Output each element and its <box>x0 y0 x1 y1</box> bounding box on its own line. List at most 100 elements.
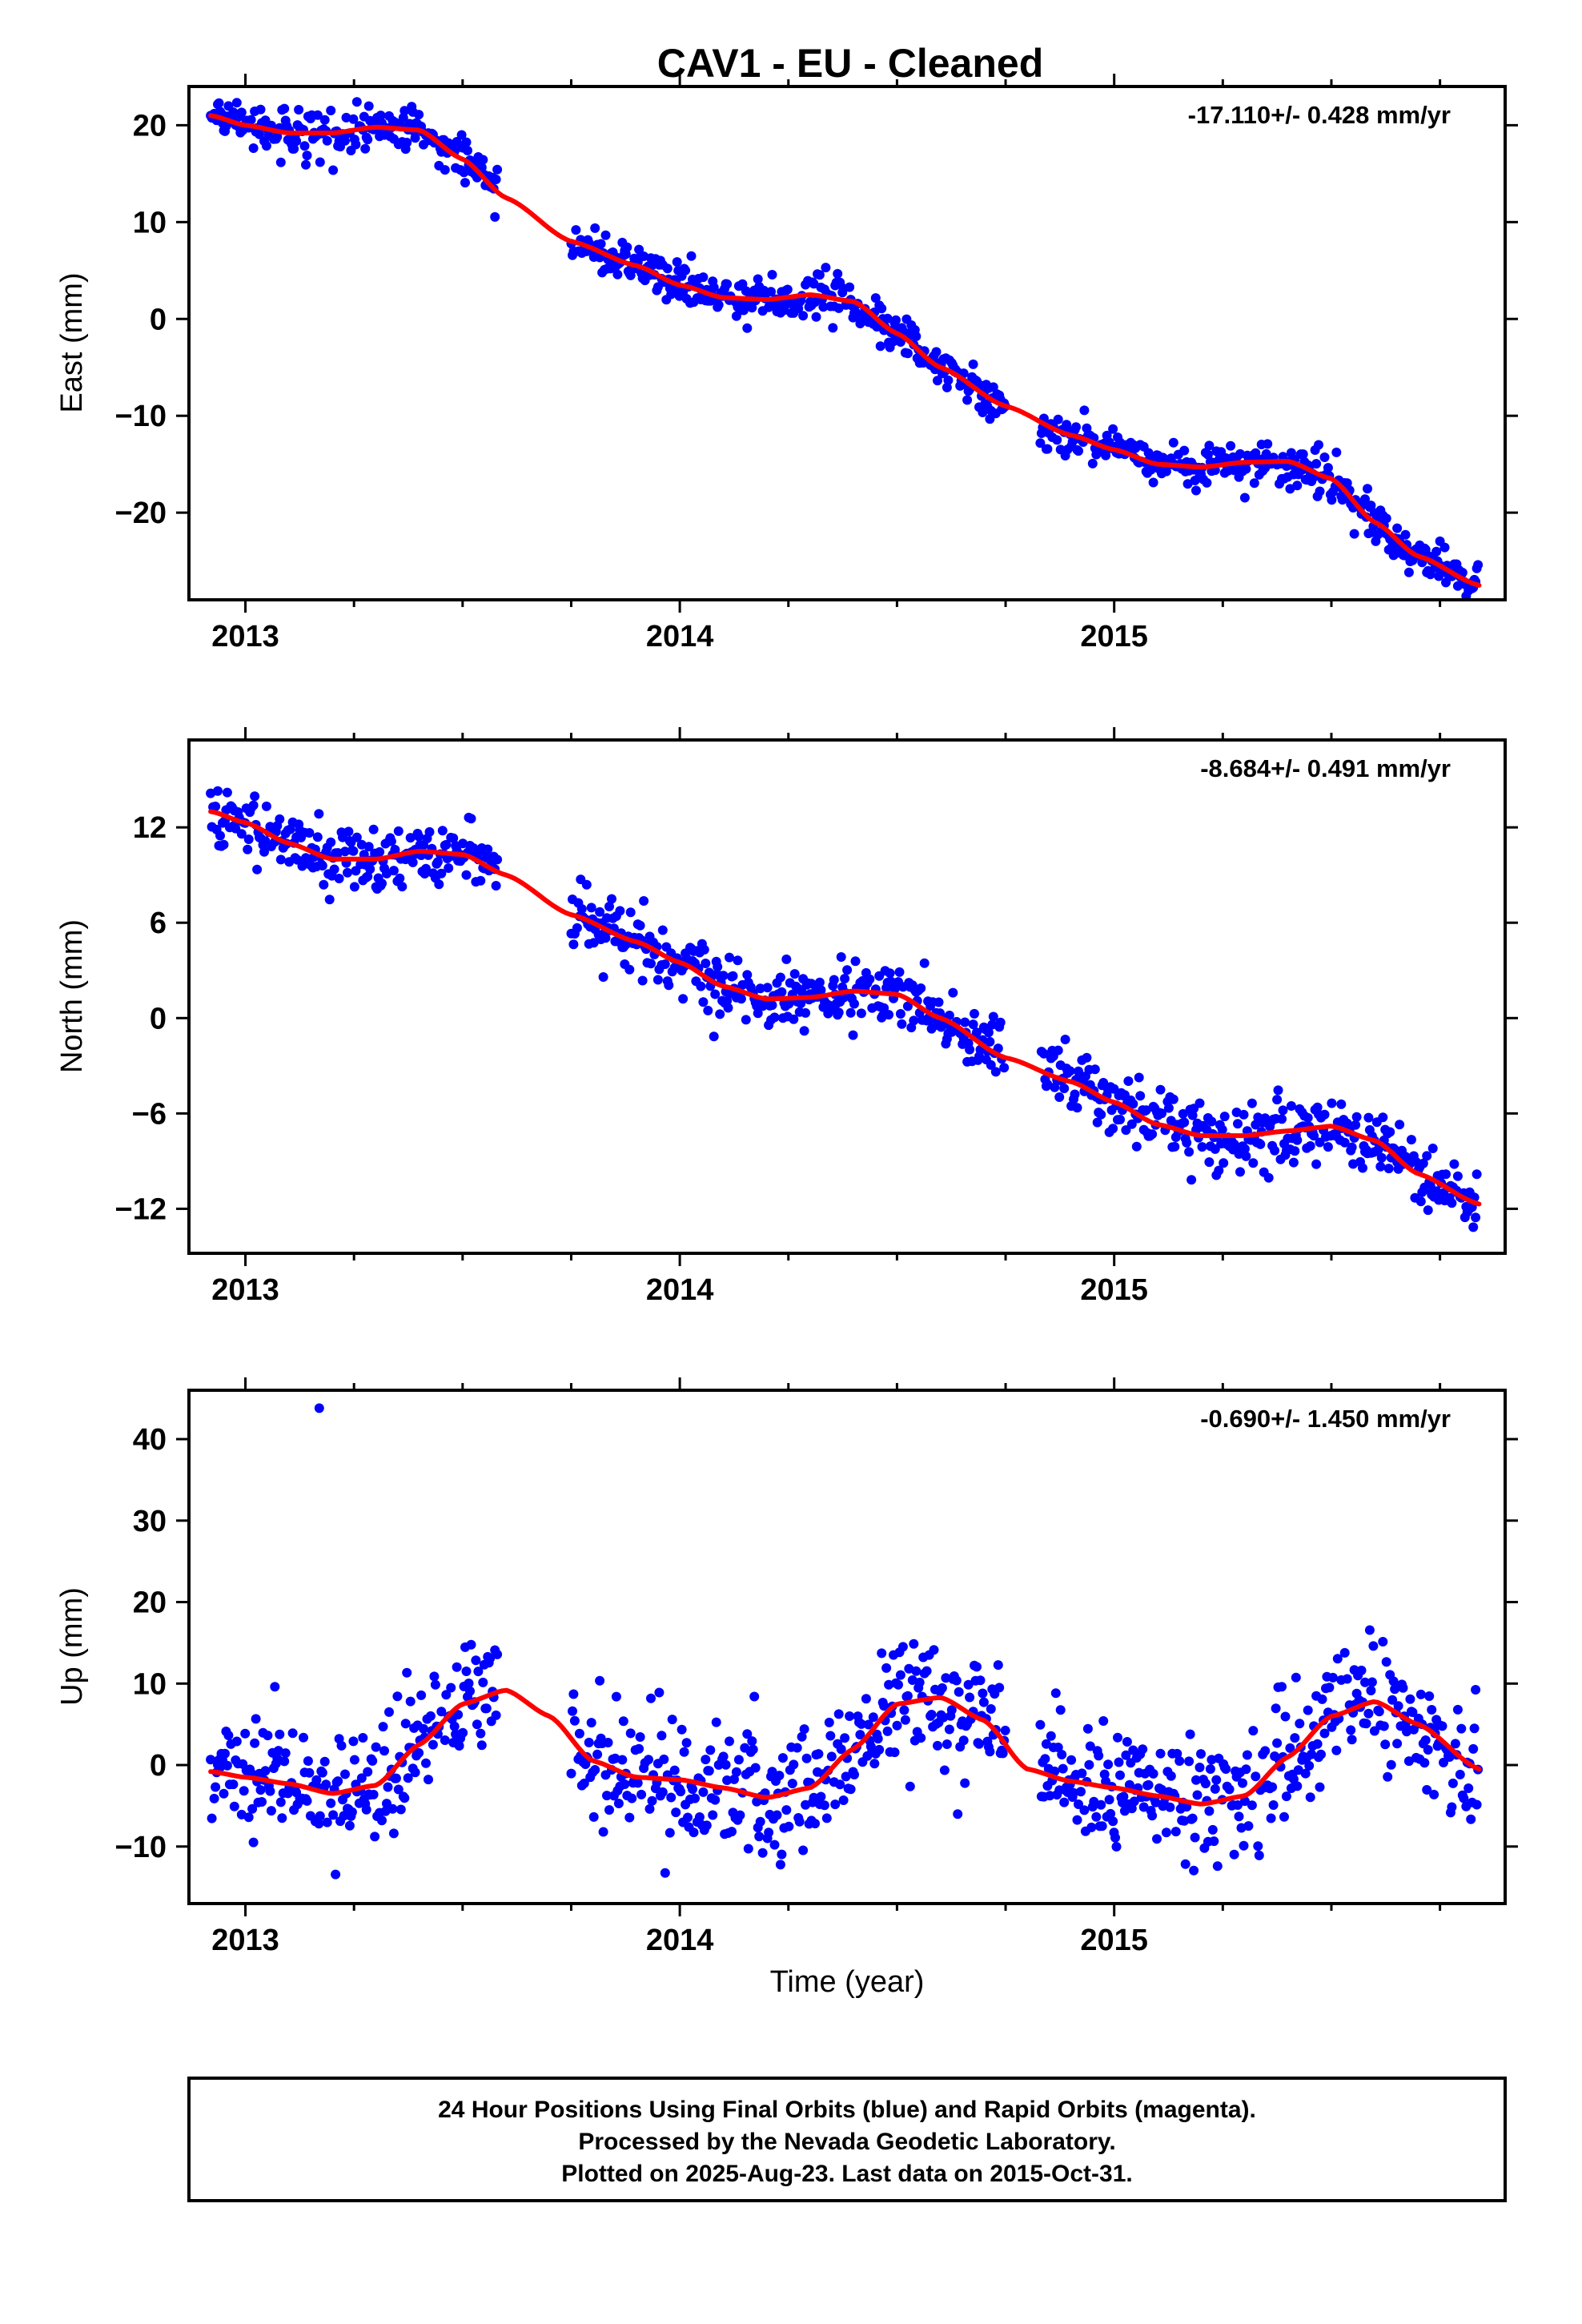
up-data-point <box>1079 1805 1090 1815</box>
up-data-point <box>1106 1808 1116 1819</box>
up-data-point <box>326 1798 336 1808</box>
east-data-point <box>326 106 336 115</box>
east-data-point <box>1349 529 1359 539</box>
up-data-point <box>1366 1686 1376 1695</box>
up-data-point <box>396 1804 406 1815</box>
up-data-point <box>1174 1756 1185 1766</box>
up-data-point <box>953 1809 963 1819</box>
up-data-point <box>1129 1796 1139 1807</box>
east-data-point <box>302 151 312 161</box>
north-data-point <box>377 879 387 889</box>
up-data-point <box>958 1735 969 1746</box>
east-data-point <box>312 110 323 120</box>
north-data-point <box>1182 1137 1192 1148</box>
up-data-point <box>729 1774 739 1784</box>
up-data-point <box>478 1677 488 1687</box>
up-data-point <box>421 1758 431 1768</box>
up-data-point <box>304 1767 315 1778</box>
up-data-point <box>939 1765 950 1775</box>
up-data-point <box>914 1677 925 1687</box>
up-data-point <box>1172 1748 1182 1759</box>
north-data-point <box>1327 1098 1337 1108</box>
north-data-point <box>349 882 359 892</box>
north-data-point <box>333 848 343 858</box>
east-data-point <box>351 97 362 107</box>
east-data-point <box>1439 542 1450 553</box>
up-data-point <box>644 1755 653 1765</box>
up-data-point <box>701 1820 712 1831</box>
up-data-point <box>1281 1791 1291 1802</box>
up-data-point <box>784 1821 794 1831</box>
up-data-point <box>1242 1750 1252 1760</box>
up-data-point <box>1066 1755 1077 1765</box>
up-data-point <box>1398 1683 1408 1693</box>
up-data-point <box>986 1704 996 1714</box>
up-data-point <box>209 1793 219 1803</box>
up-data-point <box>1110 1832 1120 1843</box>
north-data-point <box>1395 1120 1405 1130</box>
north-data-point <box>710 989 721 999</box>
north-data-point <box>664 980 674 991</box>
up-data-point <box>602 1791 612 1801</box>
up-data-point <box>994 1683 1005 1693</box>
north-data-point <box>1351 1112 1362 1122</box>
north-data-point <box>678 994 689 1004</box>
up-data-point <box>461 1667 472 1676</box>
north-data-point <box>1270 1145 1280 1156</box>
up-data-point <box>644 1803 655 1814</box>
north-data-point <box>368 824 379 834</box>
up-data-point <box>466 1639 476 1650</box>
up-data-point <box>1190 1832 1200 1843</box>
up-data-point <box>942 1739 952 1749</box>
north-data-point <box>1336 1099 1347 1109</box>
up-data-point <box>206 1755 216 1765</box>
up-data-point <box>405 1696 416 1707</box>
up-data-point <box>1277 1682 1287 1692</box>
east-data-point <box>742 323 753 333</box>
north-data-point <box>365 864 375 875</box>
north-data-point <box>1441 1169 1451 1180</box>
up-data-point <box>1085 1741 1095 1751</box>
up-data-point <box>429 1671 440 1682</box>
up-data-point <box>458 1727 468 1738</box>
east-data-point <box>870 293 881 304</box>
north-data-point <box>865 974 875 984</box>
up-data-point <box>735 1810 745 1820</box>
up-y-axis-label: Up (mm) <box>55 1587 89 1706</box>
north-data-point <box>657 925 668 935</box>
up-outlier-point <box>314 1403 324 1413</box>
up-data-point <box>569 1715 580 1726</box>
up-data-point <box>1363 1708 1374 1719</box>
east-data-point <box>328 165 339 175</box>
up-data-point <box>1303 1705 1313 1715</box>
up-data-point <box>892 1720 902 1731</box>
north-data-point <box>1255 1139 1266 1149</box>
up-data-point <box>393 1784 404 1795</box>
east-data-point <box>1298 449 1308 460</box>
east-data-point <box>1392 523 1403 533</box>
north-data-point <box>1128 1099 1138 1109</box>
up-data-point <box>239 1786 249 1796</box>
north-data-point <box>329 864 339 875</box>
up-data-point <box>660 1868 670 1878</box>
up-data-point <box>877 1648 887 1659</box>
up-data-point <box>322 1817 332 1827</box>
up-data-point <box>1386 1759 1396 1770</box>
east-data-point <box>828 323 838 333</box>
north-data-point <box>1351 1120 1361 1130</box>
up-data-point <box>1191 1775 1201 1785</box>
up-data-point <box>449 1721 460 1731</box>
up-data-point <box>595 1675 605 1686</box>
north-data-point <box>1241 1151 1251 1161</box>
north-data-point <box>1121 1125 1131 1136</box>
up-data-point <box>440 1735 450 1745</box>
up-data-point <box>452 1662 462 1672</box>
up-data-point <box>809 1792 819 1803</box>
east-data-point <box>1182 479 1193 489</box>
up-data-point <box>718 1751 729 1762</box>
up-data-point <box>1254 1850 1264 1860</box>
up-data-point <box>1184 1756 1195 1767</box>
north-data-point <box>781 954 792 964</box>
north-data-point <box>1233 1119 1243 1129</box>
up-data-point <box>492 1649 503 1659</box>
